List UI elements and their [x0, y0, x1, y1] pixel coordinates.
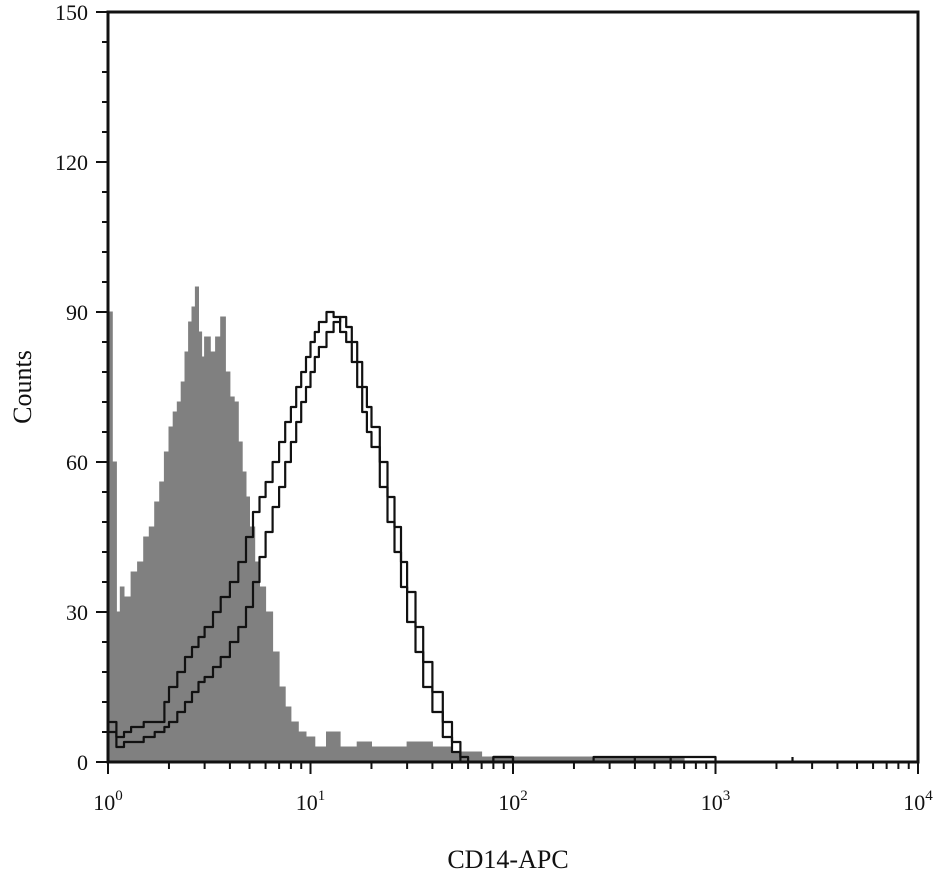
y-tick-label: 30	[66, 600, 88, 625]
x-axis-ticks: 100 101 102 103 104	[93, 762, 933, 815]
x-axis-title: CD14-APC	[447, 845, 568, 874]
x-tick-label: 100	[93, 788, 123, 815]
outline-histogram-layer	[108, 310, 794, 764]
x-tick-label: 101	[296, 788, 326, 815]
y-tick-label: 150	[55, 0, 88, 25]
outline-histogram-series-1	[108, 310, 794, 764]
y-axis-ticks: 0 30 60 90 120 150	[55, 0, 108, 775]
x-tick-label: 102	[498, 788, 528, 815]
y-tick-label: 120	[55, 150, 88, 175]
filled-histogram-layer	[107, 286, 716, 763]
outline-histogram-series-2	[108, 315, 793, 764]
y-tick-label: 0	[77, 750, 88, 775]
y-tick-label: 90	[66, 300, 88, 325]
filled-histogram-series	[107, 286, 716, 763]
y-axis-title: Counts	[8, 350, 37, 424]
y-tick-label: 60	[66, 450, 88, 475]
x-tick-label: 103	[701, 788, 731, 815]
x-tick-label: 104	[903, 788, 933, 815]
